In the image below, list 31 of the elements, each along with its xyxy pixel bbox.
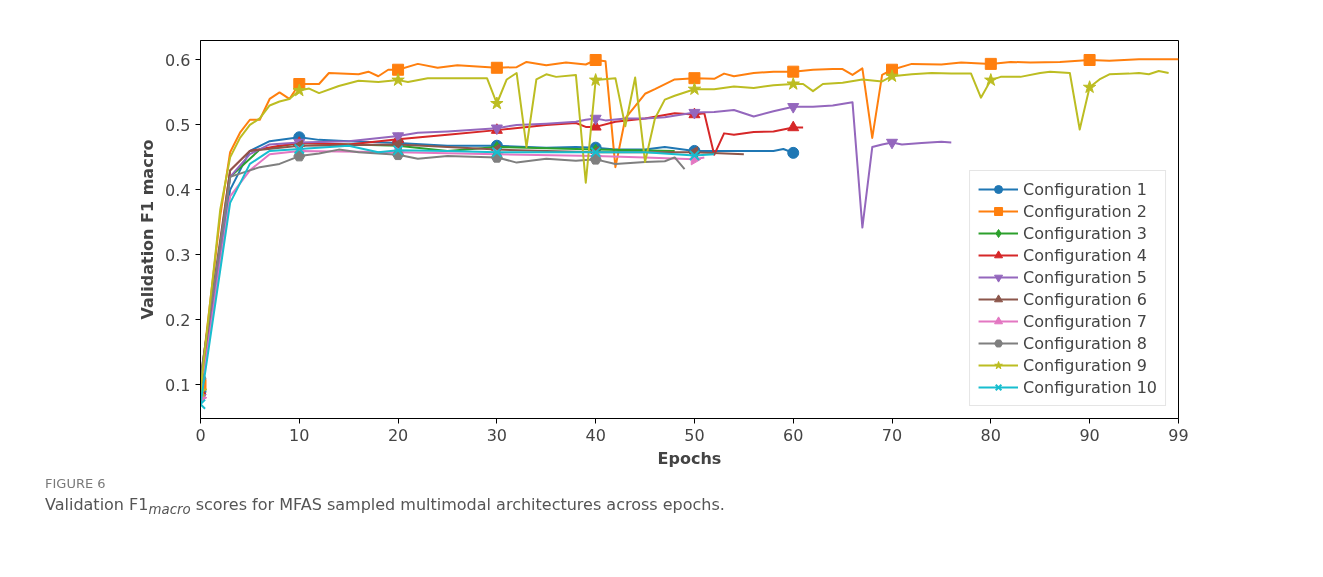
x-tick-label: 20 (387, 425, 409, 445)
legend-label: Configuration 3 (1023, 223, 1147, 243)
y-tick-label: 0.5 (165, 115, 191, 135)
x-tick-label: 90 (1079, 425, 1100, 445)
text: Validation F1$_{macro}$ scores for MFAS sampled multimodal architectures across epochs. (45, 493, 725, 519)
legend-label: Configuration 7 (1023, 311, 1147, 331)
x-axis-title: Epochs (657, 448, 722, 468)
legend-label: Configuration 5 (1023, 267, 1147, 287)
x-tick-label: 99 (1168, 425, 1189, 445)
y-tick-label: 0.6 (165, 50, 191, 70)
x-tick-label: 10 (289, 425, 310, 445)
x-tick-label: 70 (881, 425, 903, 445)
legend-label: Configuration 1 (1023, 179, 1147, 199)
y-tick-label: 0.1 (165, 375, 191, 395)
legend-label: Configuration 2 (1023, 201, 1147, 221)
x-tick-label: 30 (486, 425, 508, 445)
x-tick-label: 40 (585, 425, 606, 445)
legend-label: Configuration 4 (1023, 245, 1147, 265)
y-tick-label: 0.2 (165, 310, 191, 330)
y-tick-label: 0.4 (165, 180, 191, 200)
x-tick-label: 0 (195, 425, 206, 445)
caption: FIGURE 6 (45, 475, 107, 493)
legend-label: Configuration 10 (1023, 377, 1157, 397)
x-tick-label: 60 (783, 425, 804, 445)
legend-label: Configuration 8 (1023, 333, 1147, 353)
y-axis-title: Validation F1 macro (138, 139, 158, 320)
y-tick-label: 0.3 (165, 245, 191, 265)
x-tick-label: 50 (684, 425, 705, 445)
legend-label: Configuration 6 (1023, 289, 1147, 309)
x-tick-label: 80 (980, 425, 1001, 445)
legend-label: Configuration 9 (1023, 355, 1147, 375)
